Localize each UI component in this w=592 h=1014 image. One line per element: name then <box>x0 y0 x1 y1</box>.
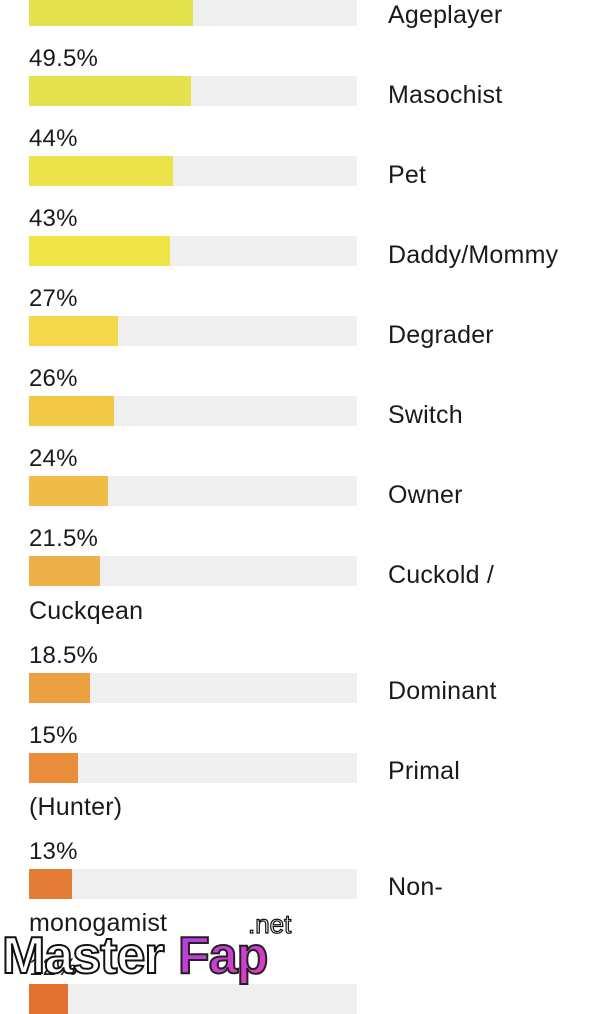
watermark-text-fap: Fap <box>178 927 267 985</box>
option-label: Pet <box>388 161 427 189</box>
bar-track <box>29 869 357 899</box>
watermark-text-master: Master <box>2 927 164 985</box>
bar-track <box>29 396 357 426</box>
bar-track <box>29 476 357 506</box>
bar-track <box>29 984 357 1014</box>
option-label: Owner <box>388 481 463 509</box>
percent-label: 24% <box>29 445 78 472</box>
bar-track <box>29 753 357 783</box>
bar-fill <box>29 984 69 1014</box>
bar-track <box>29 316 357 346</box>
bar-fill <box>29 673 90 703</box>
bar-fill <box>29 753 79 783</box>
option-label-continued: Cuckqean <box>29 597 144 625</box>
bar-track <box>29 673 357 703</box>
bar-fill <box>29 869 72 899</box>
bar-fill <box>29 316 118 346</box>
bar-fill <box>29 476 108 506</box>
percent-label: 15% <box>29 722 78 749</box>
bar-fill <box>29 0 193 26</box>
option-label: Ageplayer <box>388 1 503 29</box>
bar-track <box>29 156 357 186</box>
percent-label: 44% <box>29 125 78 152</box>
bar-track <box>29 556 357 586</box>
option-label: Daddy/Mommy <box>388 241 559 269</box>
option-label: Primal <box>388 757 461 785</box>
percent-label: 43% <box>29 205 78 232</box>
option-label-continued: (Hunter) <box>29 793 123 821</box>
bar-fill <box>29 396 115 426</box>
percent-label: 13% <box>29 838 78 865</box>
option-label: Dominant <box>388 677 497 705</box>
percent-label: 49.5% <box>29 45 99 72</box>
percent-label: 21.5% <box>29 525 99 552</box>
option-label: Masochist <box>388 81 503 109</box>
watermark-logo: Master Fap .net <box>0 905 310 987</box>
percent-label: 26% <box>29 365 78 392</box>
bar-track <box>29 76 357 106</box>
option-label: Switch <box>388 401 463 429</box>
bar-track <box>29 0 357 26</box>
percent-label: 27% <box>29 285 78 312</box>
bar-track <box>29 236 357 266</box>
percent-label: 18.5% <box>29 642 99 669</box>
option-label-continued: monogamist <box>29 909 168 937</box>
option-label: Non- <box>388 873 443 901</box>
bar-fill <box>29 76 192 106</box>
option-label: Cuckold / <box>388 561 495 589</box>
bar-fill <box>29 156 174 186</box>
option-label: Degrader <box>388 321 494 349</box>
percent-label: 12% <box>29 954 78 981</box>
watermark-text-tld: .net <box>248 909 292 939</box>
bar-fill <box>29 556 100 586</box>
bar-fill <box>29 236 171 266</box>
